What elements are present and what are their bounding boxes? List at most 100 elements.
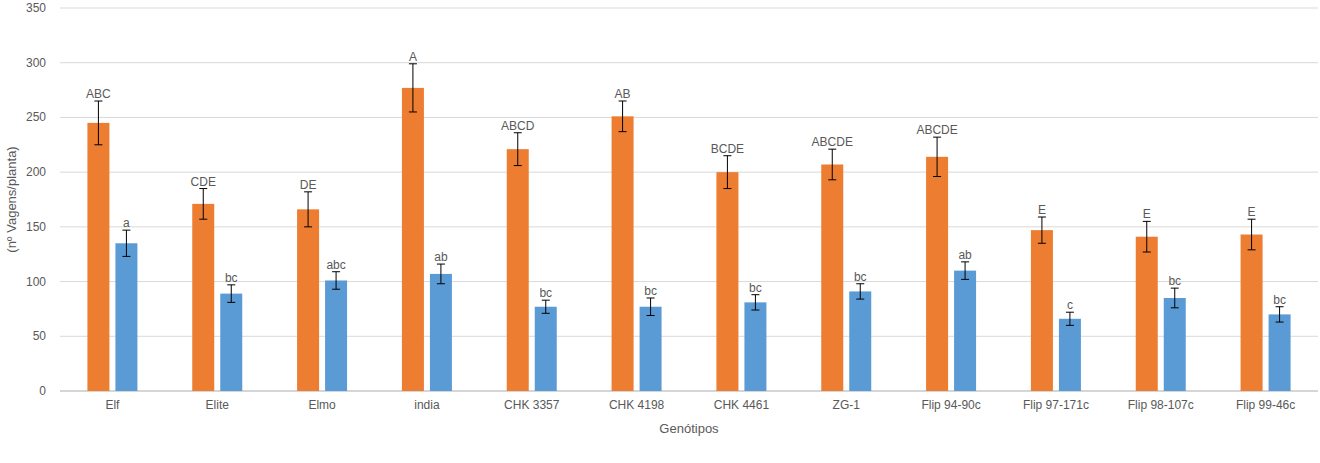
bar bbox=[192, 204, 214, 391]
error-bar bbox=[332, 272, 340, 290]
grid-line bbox=[60, 281, 1318, 282]
grid-line bbox=[60, 8, 1318, 9]
error-bar bbox=[437, 264, 445, 284]
y-tick-label: 50 bbox=[33, 329, 47, 343]
letter-label: E bbox=[1038, 203, 1046, 217]
x-axis-title: Genótipos bbox=[659, 421, 719, 436]
error-bar bbox=[1038, 217, 1046, 243]
letter-label: ab bbox=[434, 250, 448, 264]
grid-line bbox=[60, 117, 1318, 118]
bar bbox=[849, 291, 871, 391]
bar bbox=[744, 302, 766, 391]
error-bar bbox=[751, 295, 759, 310]
bar bbox=[325, 280, 347, 391]
error-bar bbox=[828, 149, 836, 180]
x-tick-label: CHK 3357 bbox=[504, 398, 560, 412]
x-tick-label: Elite bbox=[206, 398, 230, 412]
letter-label: bc bbox=[539, 286, 552, 300]
bar bbox=[430, 274, 452, 391]
bar bbox=[612, 116, 634, 391]
letter-label: ABCDE bbox=[916, 123, 957, 137]
y-tick-label: 100 bbox=[26, 275, 46, 289]
grid-line bbox=[60, 226, 1318, 227]
bar bbox=[402, 88, 424, 391]
x-tick-label: Flip 94-90c bbox=[921, 398, 980, 412]
bar bbox=[115, 243, 137, 391]
bar bbox=[1241, 235, 1263, 391]
letter-label: bc bbox=[854, 270, 867, 284]
y-axis-title: (nº Vagens/planta) bbox=[4, 146, 19, 252]
bar bbox=[1269, 314, 1291, 391]
annotations: ABCCDEDEAABCDABBCDEABCDEABCDEEEEabcabcab… bbox=[86, 50, 1286, 312]
error-bar bbox=[542, 300, 550, 313]
letter-label: abc bbox=[326, 258, 345, 272]
x-tick-label: india bbox=[414, 398, 440, 412]
error-bar bbox=[409, 64, 417, 112]
bar bbox=[1136, 237, 1158, 391]
error-bar bbox=[199, 189, 207, 220]
bar bbox=[821, 164, 843, 391]
letter-label: ABC bbox=[86, 87, 111, 101]
error-bar bbox=[1248, 219, 1256, 250]
x-tick-label: CHK 4198 bbox=[609, 398, 665, 412]
bar bbox=[1059, 319, 1081, 391]
letter-label: bc bbox=[225, 271, 238, 285]
error-bar bbox=[933, 137, 941, 176]
x-tick-label: CHK 4461 bbox=[714, 398, 770, 412]
bar bbox=[220, 294, 242, 391]
x-tick-label: Elf bbox=[105, 398, 120, 412]
bar bbox=[1031, 230, 1053, 391]
error-bar bbox=[94, 101, 102, 145]
y-tick-label: 0 bbox=[39, 384, 46, 398]
grid-line bbox=[60, 336, 1318, 337]
letter-label: bc bbox=[749, 281, 762, 295]
y-tick-label: 350 bbox=[26, 1, 46, 15]
bar bbox=[926, 157, 948, 391]
bar bbox=[535, 307, 557, 391]
error-bar bbox=[514, 133, 522, 166]
bar bbox=[954, 271, 976, 391]
letter-label: bc bbox=[1168, 274, 1181, 288]
error-bar bbox=[1276, 307, 1284, 322]
error-bar bbox=[304, 192, 312, 227]
y-tick-label: 300 bbox=[26, 56, 46, 70]
error-bar bbox=[1143, 221, 1151, 252]
error-bar bbox=[122, 230, 130, 256]
letter-label: CDE bbox=[191, 175, 216, 189]
letter-label: E bbox=[1143, 207, 1151, 221]
x-tick-label: Flip 97-171c bbox=[1023, 398, 1089, 412]
letter-label: E bbox=[1248, 205, 1256, 219]
error-bar bbox=[647, 298, 655, 316]
error-bar bbox=[723, 156, 731, 189]
grid-line bbox=[60, 172, 1318, 173]
letter-label: ABCD bbox=[501, 119, 535, 133]
letter-label: DE bbox=[300, 178, 317, 192]
letter-label: bc bbox=[1273, 293, 1286, 307]
bar bbox=[507, 149, 529, 391]
bar bbox=[1164, 298, 1186, 391]
x-tick-label: Flip 99-46c bbox=[1236, 398, 1295, 412]
x-tick-label: ZG-1 bbox=[833, 398, 861, 412]
y-tick-label: 200 bbox=[26, 165, 46, 179]
bar bbox=[297, 209, 319, 391]
error-bar bbox=[856, 284, 864, 299]
chart: 050100150200250300350ABCCDEDEAABCDABBCDE… bbox=[0, 0, 1320, 463]
error-bar bbox=[227, 285, 235, 303]
letter-label: c bbox=[1067, 298, 1073, 312]
error-bar bbox=[961, 262, 969, 280]
error-bar bbox=[1066, 312, 1074, 325]
bar bbox=[716, 172, 738, 391]
letter-label: ABCDE bbox=[812, 135, 853, 149]
error-bar bbox=[1171, 288, 1179, 308]
letter-label: ab bbox=[958, 248, 972, 262]
bars bbox=[87, 64, 1290, 391]
bar bbox=[87, 123, 109, 391]
x-tick-label: Elmo bbox=[308, 398, 336, 412]
x-tick-label: Flip 98-107c bbox=[1128, 398, 1194, 412]
y-tick-label: 150 bbox=[26, 220, 46, 234]
bar bbox=[640, 307, 662, 391]
letter-label: AB bbox=[615, 87, 631, 101]
letter-label: bc bbox=[644, 284, 657, 298]
letter-label: a bbox=[123, 216, 130, 230]
error-bar bbox=[619, 101, 627, 132]
